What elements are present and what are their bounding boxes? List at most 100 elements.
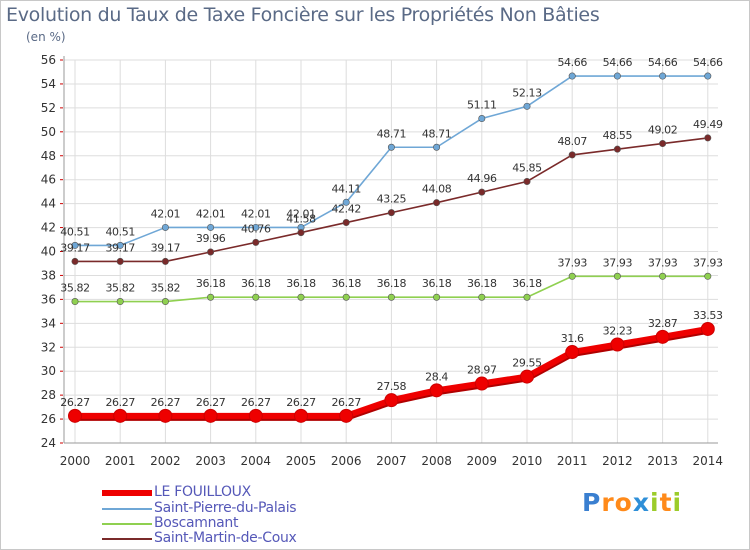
- data-label-saint_pierre-2000: 40.51: [60, 225, 90, 238]
- x-tick-label-2000: 2000: [60, 454, 91, 468]
- data-label-boscamnant-2009: 36.18: [467, 277, 497, 290]
- logo-letter: r: [601, 488, 615, 517]
- y-tick-label-52: 52: [41, 101, 56, 115]
- data-point-saint_pierre-2001: [116, 241, 124, 249]
- data-label-saint_pierre-2013: 54.66: [648, 56, 678, 69]
- data-label-saint_pierre-2014: 54.66: [693, 56, 723, 69]
- data-label-saint_martin-2014: 49.49: [693, 118, 723, 131]
- data-point-le_fouilloux-2014: [700, 321, 715, 336]
- legend-label-boscamnant: Boscamnant: [154, 515, 239, 531]
- x-tick-label-2005: 2005: [286, 454, 317, 468]
- data-label-le_fouilloux-2010: 29.55: [512, 357, 542, 370]
- data-label-saint_pierre-2004: 42.01: [241, 207, 271, 220]
- data-point-saint_martin-2013: [659, 140, 667, 148]
- data-point-saint_pierre-2003: [207, 223, 215, 231]
- y-tick-label-26: 26: [41, 412, 56, 426]
- data-point-saint_martin-2003: [207, 248, 215, 256]
- data-label-saint_pierre-2001: 40.51: [105, 225, 135, 238]
- legend-swatch-saint-martin: [102, 538, 152, 540]
- data-label-saint_martin-2011: 48.07: [557, 135, 587, 148]
- data-point-boscamnant-2007: [387, 293, 395, 301]
- data-label-saint_martin-2001: 39.17: [105, 241, 135, 254]
- data-label-le_fouilloux-2008: 28.4: [425, 370, 448, 383]
- data-label-saint_martin-2007: 43.25: [377, 193, 407, 206]
- data-label-boscamnant-2012: 37.93: [603, 256, 633, 269]
- data-point-le_fouilloux-2003: [203, 408, 218, 423]
- legend-swatch-le-fouilloux: [102, 490, 152, 496]
- data-label-le_fouilloux-2004: 26.27: [241, 396, 271, 409]
- data-label-saint_pierre-2007: 48.71: [377, 127, 407, 140]
- y-tick-label-44: 44: [41, 197, 56, 211]
- data-label-le_fouilloux-2012: 32.23: [603, 324, 633, 337]
- data-point-boscamnant-2008: [433, 293, 441, 301]
- data-point-le_fouilloux-2008: [429, 383, 444, 398]
- data-label-boscamnant-2001: 35.82: [105, 282, 135, 295]
- data-point-le_fouilloux-2010: [520, 369, 534, 384]
- data-point-saint_pierre-2000: [71, 241, 79, 249]
- x-tick-label-2002: 2002: [150, 454, 181, 468]
- data-point-le_fouilloux-2006: [339, 408, 354, 423]
- x-tick-label-2007: 2007: [376, 454, 407, 468]
- data-label-saint_pierre-2008: 48.71: [422, 127, 452, 140]
- data-point-boscamnant-2010: [523, 293, 531, 301]
- x-tick-label-2010: 2010: [512, 454, 543, 468]
- data-point-saint_pierre-2002: [161, 223, 169, 231]
- data-point-saint_pierre-2008: [433, 143, 441, 151]
- y-tick-label-46: 46: [41, 173, 56, 187]
- x-tick-label-2012: 2012: [602, 454, 633, 468]
- proxiti-logo: Proxiti: [582, 488, 682, 517]
- data-point-le_fouilloux-2001: [113, 408, 128, 423]
- chart-title: Evolution du Taux de Taxe Foncière sur l…: [6, 4, 600, 26]
- legend-swatch-boscamnant: [102, 523, 152, 525]
- data-label-boscamnant-2006: 36.18: [331, 277, 361, 290]
- data-label-le_fouilloux-2009: 28.97: [467, 364, 497, 377]
- x-tick-label-2008: 2008: [421, 454, 452, 468]
- data-point-saint_pierre-2013: [659, 72, 667, 80]
- data-label-le_fouilloux-2000: 26.27: [60, 396, 90, 409]
- data-point-saint_pierre-2006: [342, 198, 350, 206]
- data-point-saint_pierre-2004: [252, 223, 260, 231]
- data-point-saint_pierre-2011: [568, 72, 576, 80]
- data-point-saint_martin-2011: [568, 151, 576, 159]
- data-point-saint_martin-2002: [161, 257, 169, 265]
- data-label-saint_pierre-2009: 51.11: [467, 99, 497, 112]
- data-label-saint_martin-2003: 39.96: [196, 232, 226, 245]
- data-label-boscamnant-2014: 37.93: [693, 256, 723, 269]
- data-label-le_fouilloux-2011: 31.6: [561, 332, 584, 345]
- data-label-saint_martin-2006: 42.42: [331, 203, 361, 216]
- data-label-boscamnant-2002: 35.82: [151, 282, 181, 295]
- data-point-saint_martin-2000: [71, 257, 79, 265]
- series-lines: [68, 72, 715, 423]
- data-label-saint_pierre-2011: 54.66: [557, 56, 587, 69]
- data-label-boscamnant-2004: 36.18: [241, 277, 271, 290]
- data-label-le_fouilloux-2006: 26.27: [331, 396, 361, 409]
- data-label-saint_pierre-2005: 42.01: [286, 207, 316, 220]
- data-point-saint_pierre-2014: [704, 72, 712, 80]
- data-point-saint_martin-2004: [252, 238, 260, 246]
- y-tick-label-56: 56: [41, 53, 56, 67]
- data-point-saint_martin-2012: [613, 145, 621, 153]
- y-tick-label-38: 38: [41, 268, 56, 282]
- data-point-boscamnant-2012: [613, 272, 621, 280]
- data-label-le_fouilloux-2003: 26.27: [196, 396, 226, 409]
- logo-letter: o: [614, 488, 633, 517]
- legend-label-saint-pierre: Saint-Pierre-du-Palais: [154, 500, 297, 516]
- data-point-boscamnant-2001: [116, 298, 124, 306]
- data-label-saint_pierre-2003: 42.01: [196, 207, 226, 220]
- data-point-le_fouilloux-2012: [610, 337, 625, 352]
- logo-letter: i: [650, 488, 660, 517]
- data-label-saint_martin-2000: 39.17: [60, 241, 90, 254]
- data-label-saint_martin-2009: 44.96: [467, 172, 497, 185]
- data-point-saint_martin-2014: [704, 134, 712, 142]
- y-tick-label-28: 28: [41, 388, 56, 402]
- logo-letter: P: [582, 488, 602, 517]
- data-label-le_fouilloux-2002: 26.27: [151, 396, 181, 409]
- data-label-boscamnant-2010: 36.18: [512, 277, 542, 290]
- data-point-saint_martin-2009: [478, 188, 486, 196]
- data-point-le_fouilloux-2011: [565, 345, 580, 360]
- x-tick-label-2003: 2003: [195, 454, 226, 468]
- data-point-boscamnant-2006: [342, 293, 350, 301]
- y-tick-label-24: 24: [41, 436, 56, 450]
- data-point-saint_pierre-2009: [478, 115, 486, 123]
- data-point-boscamnant-2004: [252, 293, 260, 301]
